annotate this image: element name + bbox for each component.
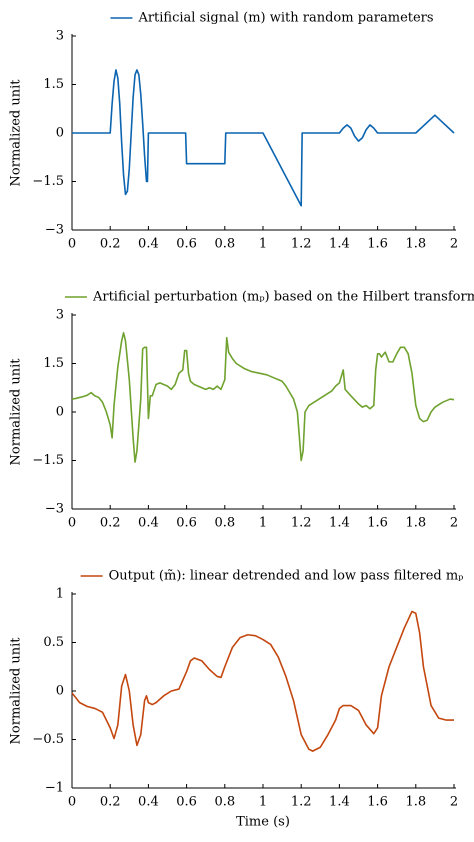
x-tick-label: 1.8 <box>405 795 426 810</box>
y-tick-label: 3 <box>56 29 64 44</box>
x-tick-label: 2 <box>450 795 458 810</box>
legend-label: Artificial perturbation (mₚ) based on th… <box>92 290 474 305</box>
x-tick-label: 0.2 <box>100 237 121 252</box>
x-tick-label: 0.2 <box>100 516 121 531</box>
x-tick-label: 0.6 <box>176 516 197 531</box>
x-tick-label: 1.8 <box>405 516 426 531</box>
y-axis-label: Normalized unit <box>9 358 24 466</box>
x-tick-label: 1 <box>259 795 267 810</box>
y-tick-label: 1.5 <box>43 77 64 92</box>
y-tick-label: −1.5 <box>32 453 64 468</box>
data-line <box>71 610 454 752</box>
x-tick-label: 1.6 <box>367 795 388 810</box>
y-tick-label: 0 <box>56 684 64 699</box>
x-tick-label: 0.4 <box>138 516 159 531</box>
x-tick-label: 1 <box>259 516 267 531</box>
data-line <box>71 331 455 463</box>
x-tick-label: 0.6 <box>176 795 197 810</box>
x-tick-label: 0.4 <box>138 237 159 252</box>
x-tick-label: 0 <box>68 795 76 810</box>
y-tick-label: −3 <box>45 502 64 517</box>
y-tick-label: 0 <box>56 405 64 420</box>
x-tick-label: 1.2 <box>291 237 312 252</box>
y-axis-label: Normalized unit <box>9 637 24 745</box>
y-tick-label: −1 <box>45 781 64 796</box>
x-tick-label: 0.4 <box>138 795 159 810</box>
x-tick-label: 0.8 <box>214 795 235 810</box>
legend-label: Output (m̃): linear detrended and low pa… <box>109 569 464 584</box>
x-tick-label: 0.6 <box>176 237 197 252</box>
x-tick-label: 1.2 <box>291 516 312 531</box>
x-axis-label: Time (s) <box>236 815 290 830</box>
x-tick-label: 1.8 <box>405 237 426 252</box>
y-axis-label: Normalized unit <box>9 79 24 187</box>
x-tick-label: 0.8 <box>214 237 235 252</box>
y-tick-label: −0.5 <box>32 732 64 747</box>
y-tick-label: 0.5 <box>43 635 64 650</box>
x-tick-label: 1.2 <box>291 795 312 810</box>
x-tick-label: 1 <box>259 237 267 252</box>
x-tick-label: 0 <box>68 516 76 531</box>
y-tick-label: −3 <box>45 223 64 238</box>
y-tick-label: 0 <box>56 126 64 141</box>
y-tick-label: 1 <box>56 587 64 602</box>
x-tick-label: 2 <box>450 237 458 252</box>
x-tick-label: 1.4 <box>329 795 350 810</box>
x-tick-label: 0 <box>68 237 76 252</box>
y-tick-label: 3 <box>56 308 64 323</box>
x-tick-label: 2 <box>450 516 458 531</box>
x-tick-label: 1.4 <box>329 516 350 531</box>
y-tick-label: 1.5 <box>43 356 64 371</box>
x-tick-label: 1.6 <box>367 237 388 252</box>
x-tick-label: 0.2 <box>100 795 121 810</box>
x-tick-label: 0.8 <box>214 516 235 531</box>
data-line <box>72 69 455 207</box>
x-tick-label: 1.4 <box>329 237 350 252</box>
x-tick-label: 1.6 <box>367 516 388 531</box>
y-tick-label: −1.5 <box>32 174 64 189</box>
legend-label: Artificial signal (m) with random parame… <box>137 11 433 26</box>
